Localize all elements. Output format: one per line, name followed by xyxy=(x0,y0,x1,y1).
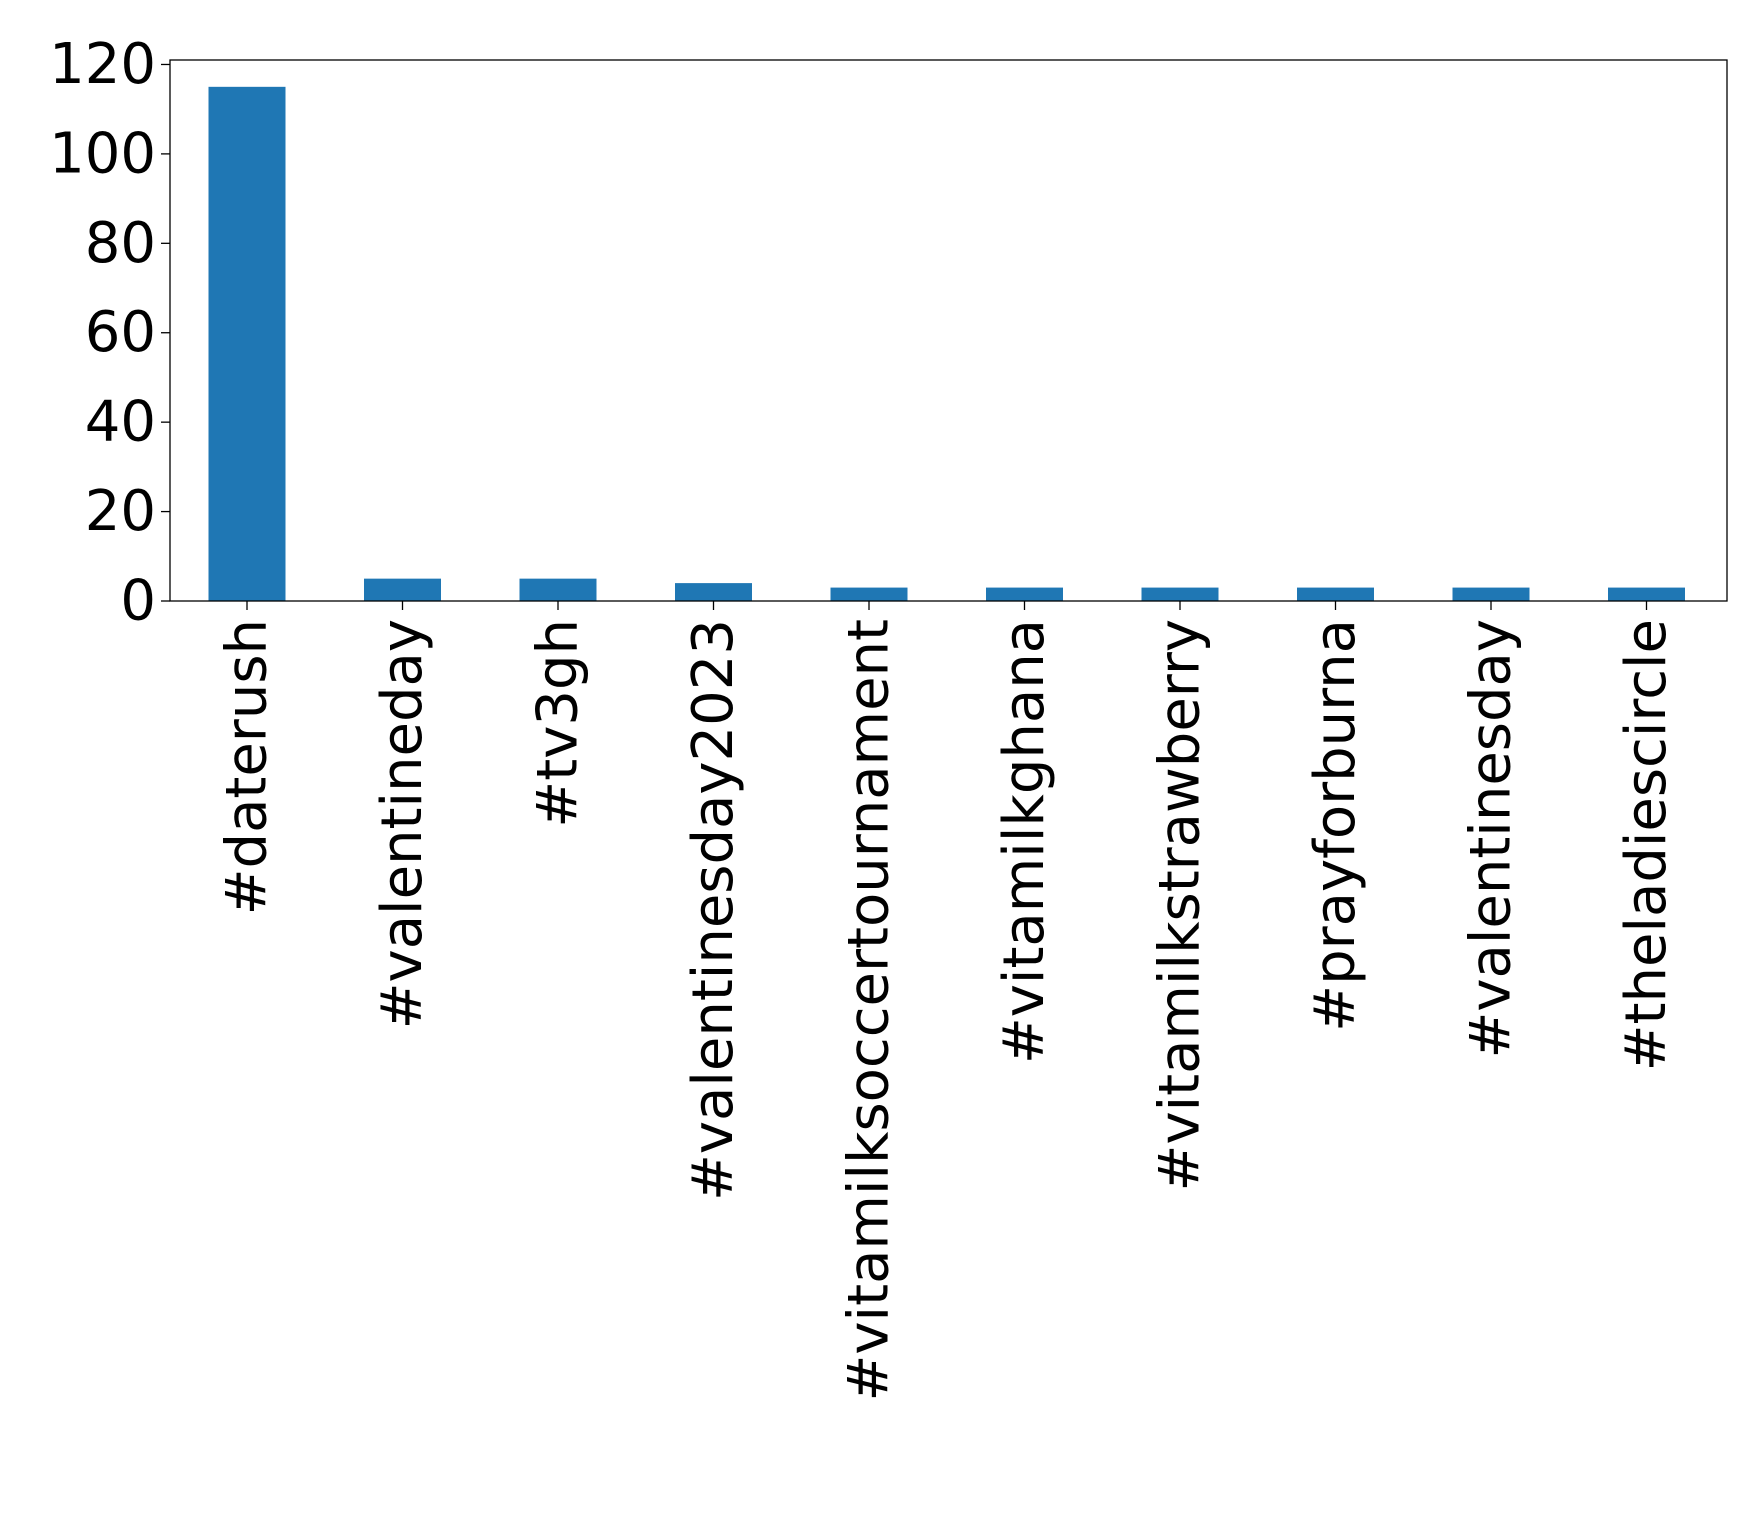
x-axis: #daterush #valentineday #tv3gh #valentinesd… xyxy=(215,601,1679,1402)
x-tick-label: #valentinesday2023 xyxy=(681,619,746,1201)
y-tick-label: 60 xyxy=(85,300,156,365)
x-tick-label: #valentinesday xyxy=(1459,619,1524,1059)
bars xyxy=(208,86,1685,602)
x-tick-label: #prayforburna xyxy=(1303,619,1368,1032)
y-tick-label: 120 xyxy=(49,32,156,97)
x-tick-label: #tv3gh xyxy=(526,619,591,828)
plot-frame xyxy=(169,59,1728,602)
bar xyxy=(675,583,752,601)
x-tick-label: #vitamilkghana xyxy=(992,619,1057,1064)
x-tick-label: #vitamilksoccertournament xyxy=(837,619,902,1402)
bar xyxy=(1141,587,1219,601)
y-tick-label: 20 xyxy=(85,479,156,544)
bar xyxy=(1297,587,1374,601)
x-tick-label: #theladiescircle xyxy=(1614,619,1679,1071)
bar xyxy=(830,587,908,601)
y-axis: 0 20 40 60 80 100 120 xyxy=(49,32,170,634)
y-tick-label: 80 xyxy=(85,211,156,276)
x-tick-label: #daterush xyxy=(215,619,280,915)
bar xyxy=(364,578,441,601)
y-tick-label: 40 xyxy=(85,390,156,455)
bar xyxy=(208,86,286,602)
x-tick-label: #valentineday xyxy=(370,619,435,1029)
y-tick-label: 100 xyxy=(49,121,156,186)
bar xyxy=(986,587,1063,601)
y-tick-label: 0 xyxy=(120,569,156,634)
bar xyxy=(1452,587,1530,601)
bar xyxy=(1608,587,1685,601)
bar xyxy=(519,578,597,601)
x-tick-label: #vitamilkstrawberry xyxy=(1148,619,1213,1191)
